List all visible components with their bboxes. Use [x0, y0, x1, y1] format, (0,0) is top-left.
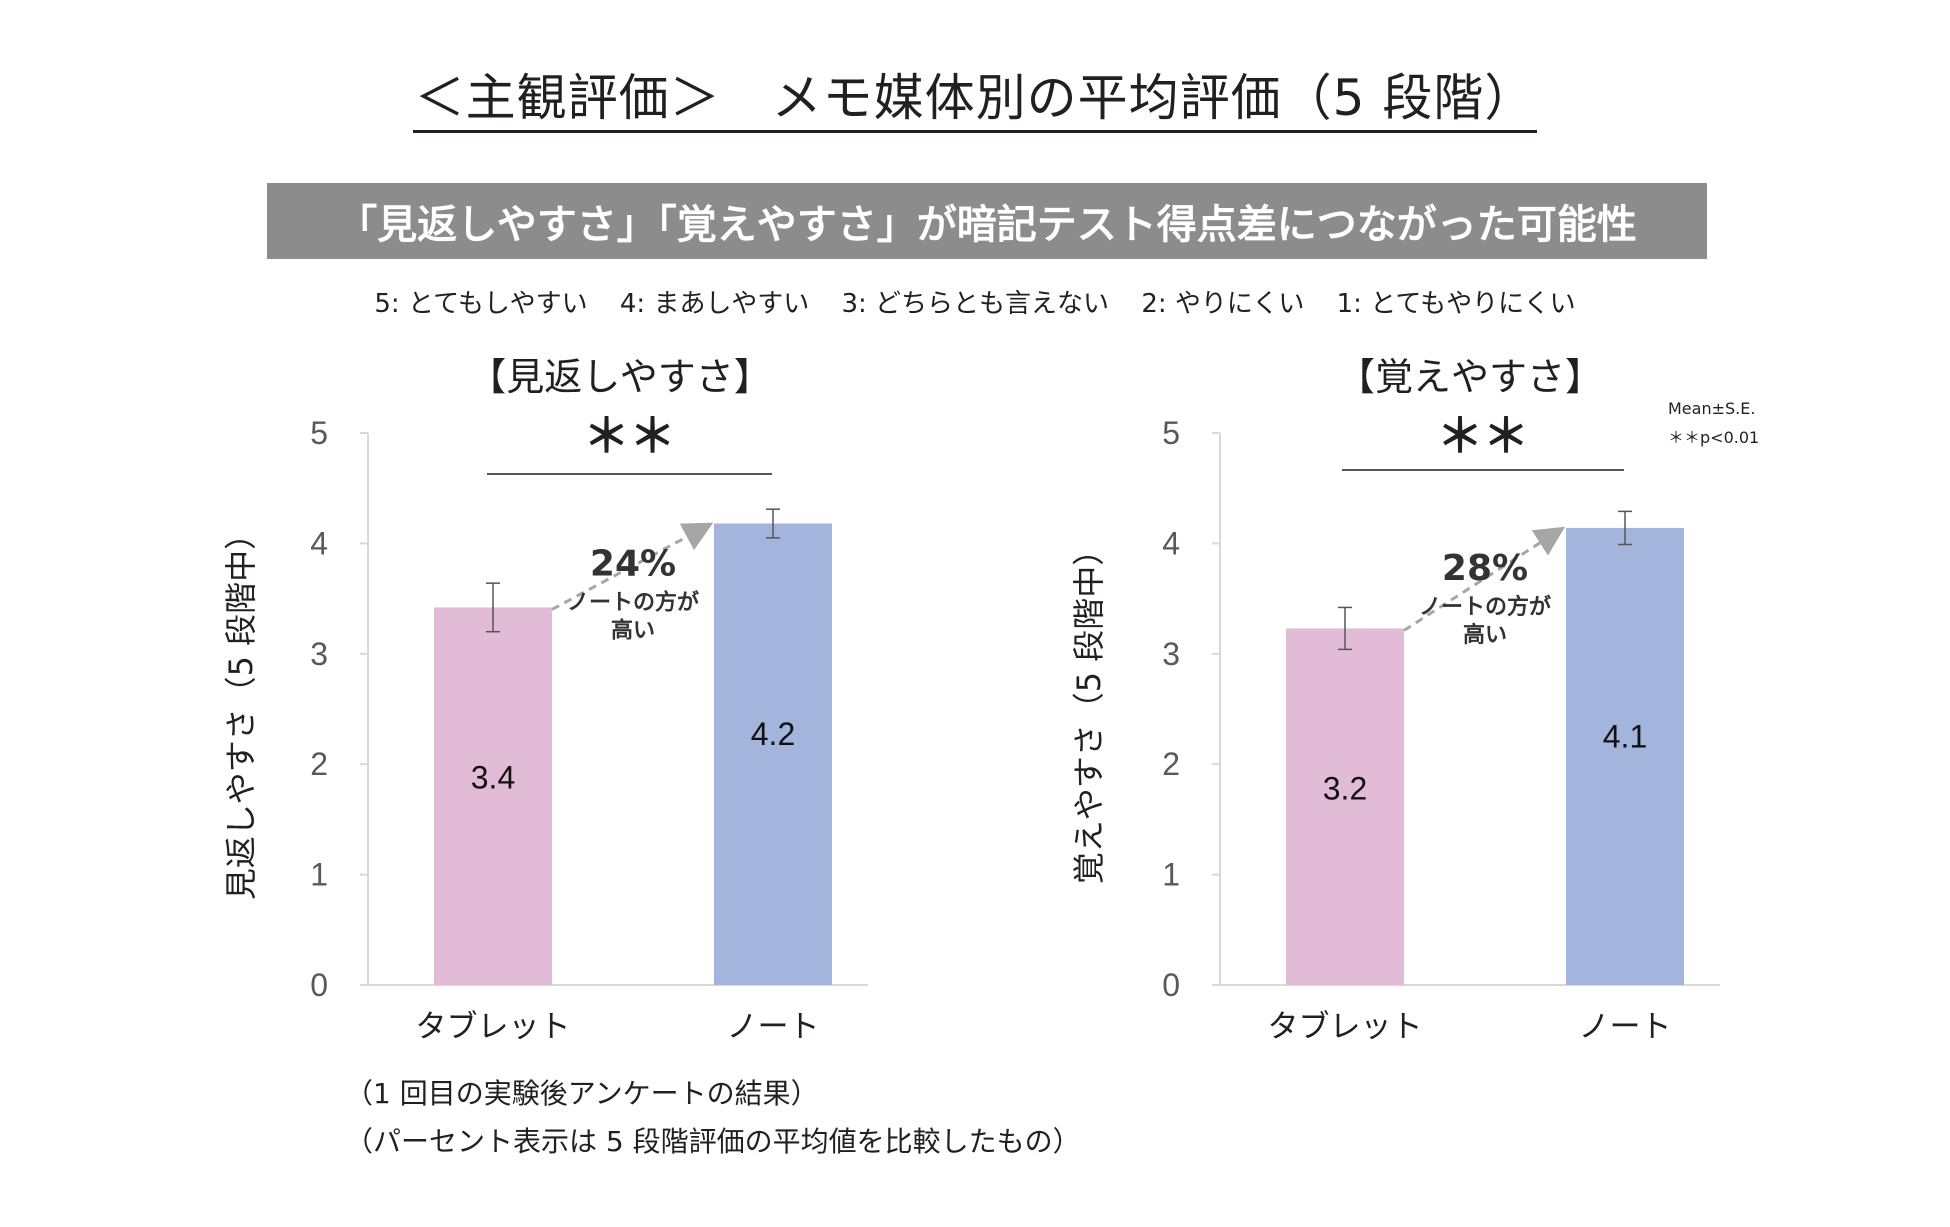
data-label: 4.1: [1603, 718, 1647, 754]
legend-mean-se: Mean±S.E.: [1668, 399, 1756, 418]
annotation-line2: 高い: [611, 618, 655, 644]
data-label: 3.2: [1323, 771, 1367, 807]
data-label: 3.4: [471, 760, 515, 796]
y-tick-label: 5: [1162, 415, 1180, 451]
y-tick-label: 2: [1162, 746, 1180, 782]
scale-2: 2: やりにくい: [1141, 289, 1305, 319]
y-tick-label: 3: [1162, 636, 1180, 672]
significance-marker: ＊＊: [1437, 409, 1529, 463]
notes: （1 回目の実験後アンケートの結果） （パーセント表示は 5 段階評価の平均値を…: [345, 1070, 1081, 1166]
bar-tablet: [434, 607, 552, 985]
rating-scale: 5: とてもしやすい 4: まあしやすい 3: どちらとも言えない 2: やりに…: [0, 284, 1950, 324]
category-label: ノート: [727, 1009, 820, 1045]
y-tick-label: 0: [1162, 967, 1180, 1003]
bar-tablet: [1286, 628, 1404, 985]
y-tick-label: 2: [310, 746, 328, 782]
annotation-line1: ノートの方が: [1419, 594, 1551, 620]
chart-title-memorize: 【覚えやすさ】: [1336, 355, 1603, 399]
y-tick-label: 3: [310, 636, 328, 672]
scale-4: 4: まあしやすい: [619, 289, 810, 319]
y-axis-label: 見返しやすさ（5 段階中）: [222, 518, 260, 900]
conclusion-banner: 「見返しやすさ」「覚えやすさ」が暗記テスト得点差につながった可能性: [267, 183, 1707, 259]
title-wrap: ＜主観評価＞ メモ媒体別の平均評価（5 段階）: [0, 68, 1950, 133]
bar-note: [1566, 527, 1684, 985]
y-tick-label: 1: [310, 857, 328, 893]
legend-significance: ＊＊p<0.01: [1668, 428, 1760, 447]
scale-1: 1: とてもやりにくい: [1336, 289, 1576, 319]
y-axis-label: 覚えやすさ（5 段階中）: [1070, 534, 1108, 885]
annotation-line2: 高い: [1463, 622, 1507, 648]
significance-marker: ＊＊: [584, 409, 676, 463]
category-label: タブレット: [416, 1009, 571, 1045]
bar-note: [714, 523, 832, 985]
annotation-line1: ノートの方が: [567, 590, 699, 616]
category-label: ノート: [1579, 1009, 1672, 1045]
category-label: タブレット: [1268, 1009, 1423, 1045]
data-label: 4.2: [751, 716, 795, 752]
chart-title-review: 【見返しやすさ】: [468, 355, 772, 399]
y-tick-label: 0: [310, 967, 328, 1003]
percent-label: 24%: [590, 544, 676, 585]
note-percent: （パーセント表示は 5 段階評価の平均値を比較したもの）: [345, 1125, 1081, 1158]
page-title: ＜主観評価＞ メモ媒体別の平均評価（5 段階）: [412, 68, 1538, 133]
y-tick-label: 4: [1162, 525, 1180, 561]
increase-arrow: [1403, 526, 1566, 632]
scale-5: 5: とてもしやすい: [374, 289, 588, 319]
increase-arrow: [551, 522, 714, 611]
note-survey: （1 回目の実験後アンケートの結果）: [345, 1077, 819, 1110]
y-tick-label: 1: [1162, 857, 1180, 893]
scale-3: 3: どちらとも言えない: [841, 289, 1110, 319]
y-tick-label: 5: [310, 415, 328, 451]
percent-label: 28%: [1442, 548, 1528, 589]
y-tick-label: 4: [310, 525, 328, 561]
